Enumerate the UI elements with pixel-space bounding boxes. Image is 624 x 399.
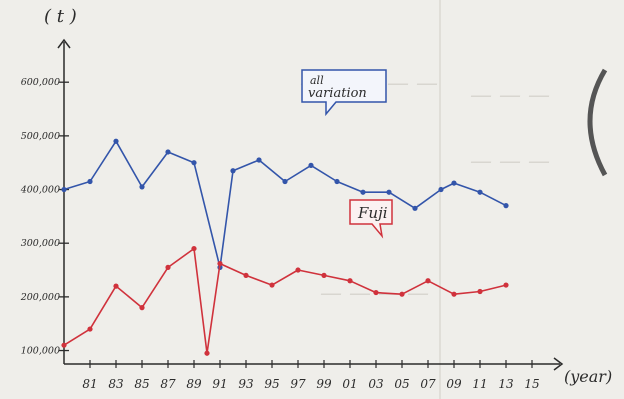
data-point-fuji <box>321 272 327 278</box>
data-point-all-variation <box>308 162 314 168</box>
background-notes: — — — — — — — — — — — — — — — <box>300 0 608 399</box>
y-tick-label: 500,000 <box>21 131 60 142</box>
data-point-all-variation <box>139 184 145 190</box>
data-point-fuji <box>191 245 197 252</box>
callout-all-variation: all variation <box>301 69 387 117</box>
callout-all-variation-line1: all <box>310 74 324 87</box>
data-point-fuji <box>399 291 405 297</box>
callout-fuji-label: Fuji <box>357 204 388 222</box>
y-ticks: 100,000 200,000 300,000 400,000 500,000 600,0… <box>20 77 69 357</box>
x-tick-label: 11 <box>472 377 487 391</box>
x-tick-label: 07 <box>420 377 436 391</box>
data-point-all-variation <box>360 189 366 195</box>
data-point-fuji <box>269 282 275 288</box>
data-point-fuji <box>425 278 431 284</box>
data-point-all-variation <box>191 160 197 166</box>
svg-text:— — —: — — — <box>470 83 550 108</box>
data-point-fuji <box>503 282 509 288</box>
data-point-fuji <box>139 305 145 311</box>
x-tick-label: 89 <box>186 377 202 391</box>
data-point-fuji <box>295 267 301 273</box>
x-tick-label: 81 <box>82 377 97 391</box>
y-tick-label: 300,000 <box>21 238 60 249</box>
callout-fuji: Fuji <box>349 199 393 239</box>
data-point-all-variation <box>230 168 236 174</box>
data-point-fuji <box>373 289 379 296</box>
x-tick-label: 97 <box>290 377 306 391</box>
data-point-all-variation <box>451 180 457 186</box>
x-tick-label: 87 <box>160 377 176 391</box>
data-point-fuji <box>61 342 67 348</box>
data-point-all-variation <box>412 205 418 211</box>
series-layer <box>61 138 509 356</box>
x-tick-label: 03 <box>368 377 384 391</box>
callout-box <box>349 199 393 239</box>
x-tick-label: 85 <box>134 377 149 391</box>
data-point-fuji <box>451 291 457 297</box>
x-axis-arrow <box>553 357 564 371</box>
y-tick-label: 600,000 <box>21 77 60 88</box>
x-tick-label: 05 <box>394 377 409 391</box>
data-point-all-variation <box>256 157 262 163</box>
data-point-fuji <box>204 350 210 356</box>
data-point-all-variation <box>438 186 444 193</box>
data-point-all-variation <box>61 186 67 193</box>
data-point-fuji <box>477 288 483 295</box>
callout-all-variation-line2: variation <box>308 86 367 101</box>
x-tick-label: 15 <box>524 377 539 391</box>
x-tick-label: 99 <box>316 377 332 391</box>
x-ticks: 81 83 85 87 89 91 93 95 97 99 01 03 05 07 09 11 13 15 <box>82 360 540 391</box>
data-point-all-variation <box>87 178 93 185</box>
y-tick-label: 400,000 <box>20 185 60 196</box>
y-axis-label: ( t ) <box>44 6 77 27</box>
data-point-all-variation <box>386 189 392 195</box>
callout-box <box>301 69 387 117</box>
x-tick-label: 83 <box>108 377 124 391</box>
x-tick-label: 13 <box>498 377 514 391</box>
x-tick-label: 01 <box>342 377 357 391</box>
y-tick-label: 100,000 <box>21 346 60 357</box>
data-point-all-variation <box>503 203 509 209</box>
data-point-fuji <box>165 264 171 270</box>
data-point-all-variation <box>477 189 483 195</box>
svg-text:— — —: — — — <box>470 149 550 174</box>
y-axis-arrow <box>57 38 71 49</box>
data-point-all-variation <box>165 149 171 155</box>
data-point-fuji <box>87 326 93 332</box>
ring-binder-edge <box>587 68 608 177</box>
data-point-fuji <box>243 272 249 278</box>
x-tick-label: 91 <box>212 377 227 391</box>
data-point-fuji <box>347 278 353 284</box>
data-point-all-variation <box>334 178 340 185</box>
data-point-all-variation <box>282 178 288 185</box>
data-point-fuji <box>113 283 119 289</box>
y-tick-label: 200,000 <box>20 292 60 303</box>
x-tick-label: 09 <box>446 377 462 391</box>
x-axis-label: (year) <box>564 367 612 386</box>
axes <box>57 38 564 371</box>
data-point-fuji <box>217 260 223 267</box>
data-point-all-variation <box>113 138 119 144</box>
x-tick-label: 95 <box>264 377 279 391</box>
x-tick-label: 93 <box>238 377 254 391</box>
